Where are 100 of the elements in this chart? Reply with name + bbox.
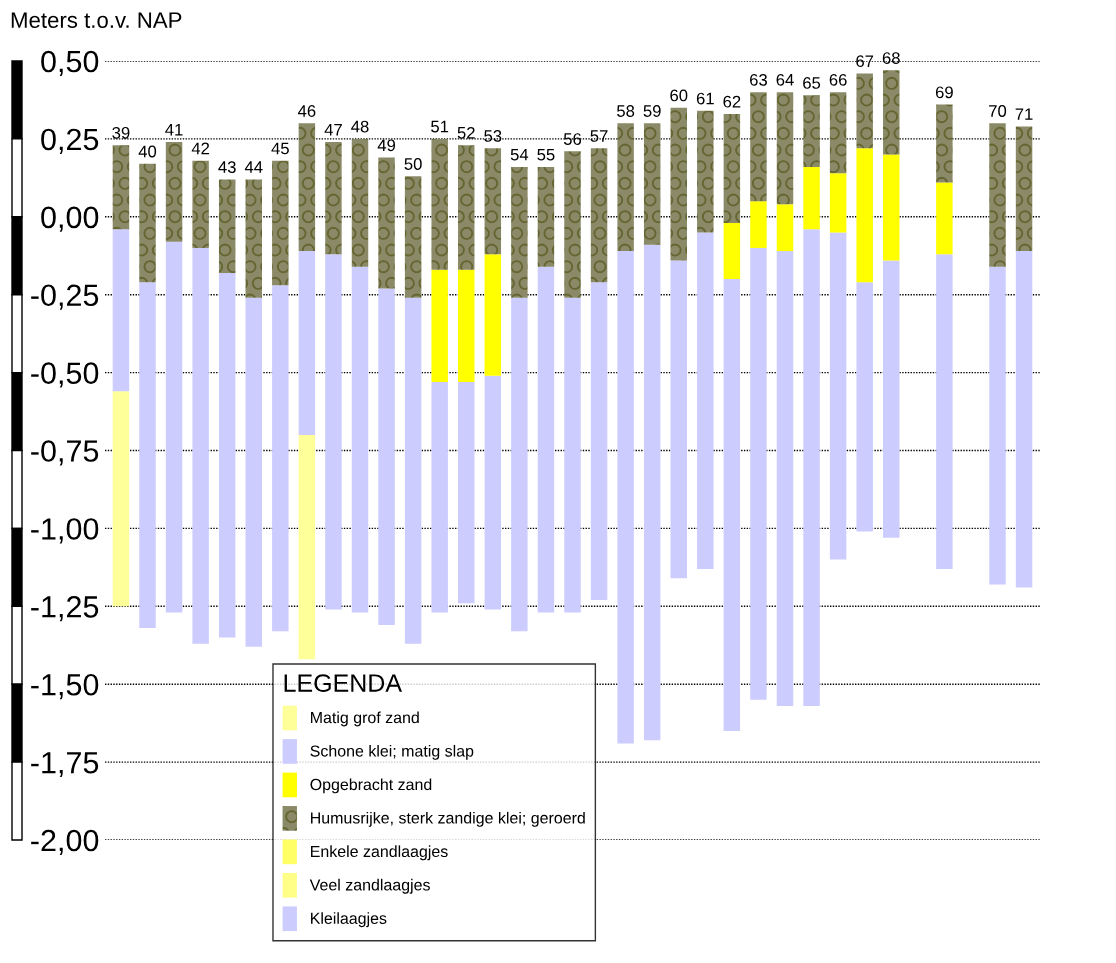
y-axis-title: Meters t.o.v. NAP [11, 12, 182, 28]
bar [431, 138, 448, 270]
bar [484, 148, 502, 255]
bar [776, 251, 794, 707]
bar [218, 272, 236, 638]
x-tick-label: 62 [723, 95, 741, 108]
bar [404, 176, 422, 298]
bar [537, 266, 555, 613]
x-tick-label: 48 [351, 120, 369, 133]
bar [723, 223, 741, 280]
bar [670, 107, 687, 261]
bar [139, 163, 156, 283]
bar [404, 297, 422, 644]
bar [697, 232, 714, 569]
bar [617, 123, 634, 252]
bar [298, 251, 316, 435]
bar [218, 179, 236, 273]
x-tick-label: 69 [935, 86, 953, 99]
y-tick-label: -1,50 [31, 673, 99, 700]
bar [165, 142, 183, 242]
legend-label: Schone klei; matig slap [310, 744, 474, 760]
bar [723, 113, 741, 224]
bar [936, 254, 953, 569]
bar [351, 266, 369, 613]
x-tick-label: 68 [882, 52, 900, 64]
bar [776, 204, 794, 252]
bar [750, 92, 767, 202]
x-tick-label: 46 [297, 105, 316, 117]
bar [643, 123, 661, 245]
legend-label: Opgebracht zand [310, 778, 432, 794]
x-tick-label: 71 [1015, 108, 1033, 120]
y-tick-label: -0,50 [31, 362, 99, 388]
bar [431, 381, 448, 613]
y-tick-label: -0,25 [31, 284, 99, 310]
bar [803, 95, 820, 167]
bar [936, 104, 953, 183]
bar [856, 282, 873, 532]
x-tick-label: 51 [431, 120, 449, 133]
y-tick-label: -1,00 [31, 518, 99, 544]
bar [245, 297, 262, 647]
x-tick-label: 59 [643, 105, 661, 117]
x-tick-label: 60 [670, 89, 688, 102]
x-tick-label: 70 [989, 105, 1007, 117]
bar [458, 381, 475, 604]
legend-label: Humusrijke, sterk zandige klei; geroerd [311, 811, 585, 827]
bar [112, 391, 130, 607]
x-tick-label: 67 [856, 55, 874, 68]
bar [378, 157, 395, 289]
bar [590, 282, 608, 601]
legend-label: Enkele zandlaagjes [311, 845, 448, 861]
bar [139, 282, 156, 629]
bar [776, 92, 794, 205]
x-tick-label: 40 [138, 145, 157, 158]
bar [298, 123, 316, 252]
bar [1015, 251, 1033, 588]
bar [458, 145, 475, 270]
bar [883, 154, 900, 261]
bar [803, 166, 820, 230]
x-tick-label: 53 [484, 130, 502, 142]
bar [272, 160, 289, 286]
bar [617, 251, 634, 744]
y-tick-label: 0,25 [41, 128, 99, 154]
x-tick-label: 45 [271, 142, 289, 155]
bar [989, 123, 1006, 267]
bar [245, 179, 262, 298]
x-tick-label: 50 [404, 158, 422, 170]
legend-label: Matig grof zand [311, 711, 419, 727]
x-tick-label: 47 [324, 123, 342, 136]
x-tick-label: 49 [377, 139, 396, 152]
bar [484, 375, 502, 610]
bar [989, 266, 1006, 585]
bar [670, 260, 687, 579]
bar [750, 201, 767, 248]
x-tick-label: 54 [510, 148, 529, 161]
x-tick-label: 42 [191, 142, 210, 155]
x-tick-label: 39 [112, 126, 130, 139]
bar [697, 110, 714, 233]
y-tick-label: -2,00 [31, 829, 99, 855]
bar [192, 160, 209, 248]
y-tick-label: -1,75 [31, 752, 99, 778]
x-tick-label: 66 [829, 73, 847, 86]
bar [431, 269, 448, 382]
bar [643, 244, 661, 741]
legend-title: LEGENDA [284, 674, 402, 692]
y-tick-label: 0,50 [41, 50, 99, 76]
bar [803, 229, 820, 707]
x-tick-label: 43 [218, 161, 236, 173]
bar [856, 73, 873, 149]
x-tick-label: 56 [563, 133, 582, 145]
bar [723, 279, 741, 731]
y-tick-label: -1,25 [31, 596, 99, 622]
bar [564, 297, 581, 613]
legend-label: Veel zandlaagjes [309, 878, 430, 894]
bar [537, 166, 555, 267]
y-tick-label: -0,75 [31, 440, 99, 466]
bar [192, 247, 209, 644]
x-tick-label: 61 [696, 92, 714, 105]
bar [883, 70, 900, 155]
x-tick-label: 65 [803, 77, 821, 89]
bar [829, 232, 847, 560]
